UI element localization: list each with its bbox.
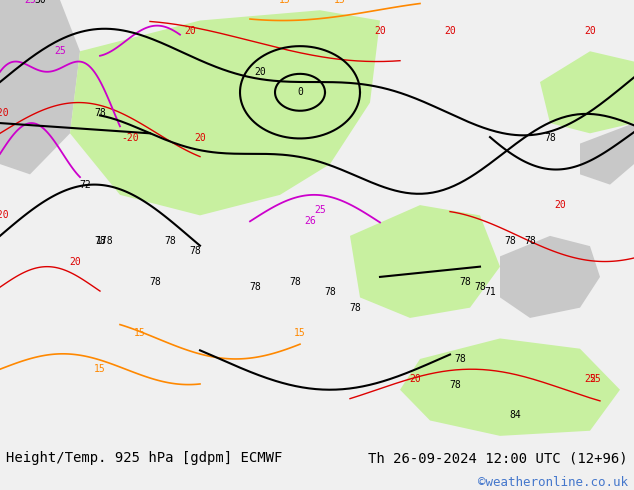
Text: Height/Temp. 925 hPa [gdpm] ECMWF: Height/Temp. 925 hPa [gdpm] ECMWF <box>6 451 283 465</box>
Text: 0: 0 <box>297 87 303 98</box>
Text: Th 26-09-2024 12:00 UTC (12+96): Th 26-09-2024 12:00 UTC (12+96) <box>368 451 628 465</box>
Text: 78: 78 <box>349 303 361 313</box>
Text: 20: 20 <box>184 26 196 36</box>
Text: 78: 78 <box>164 236 176 246</box>
Text: -20: -20 <box>0 210 9 221</box>
Text: 78: 78 <box>94 108 106 118</box>
Text: 26: 26 <box>304 216 316 225</box>
Text: 78: 78 <box>544 133 556 144</box>
Polygon shape <box>350 205 500 318</box>
Text: 15: 15 <box>94 364 106 374</box>
Text: 84: 84 <box>509 410 521 420</box>
Text: -20: -20 <box>121 133 139 144</box>
Text: -20: -20 <box>0 108 9 118</box>
Text: 25: 25 <box>54 46 66 56</box>
Text: 15: 15 <box>279 0 291 5</box>
Text: 20: 20 <box>254 67 266 77</box>
Text: 20: 20 <box>409 374 421 385</box>
Text: 78: 78 <box>289 277 301 287</box>
Text: 78: 78 <box>504 236 516 246</box>
Text: 15: 15 <box>134 328 146 338</box>
Polygon shape <box>0 0 80 174</box>
Text: 71: 71 <box>484 287 496 297</box>
Polygon shape <box>580 123 634 185</box>
Text: 78: 78 <box>454 354 466 364</box>
Text: 78: 78 <box>149 277 161 287</box>
Text: 20: 20 <box>194 133 206 144</box>
Text: 30: 30 <box>34 0 46 5</box>
Polygon shape <box>70 10 380 216</box>
Text: 15: 15 <box>294 328 306 338</box>
Text: 78: 78 <box>249 282 261 292</box>
Polygon shape <box>540 51 634 133</box>
Text: 20: 20 <box>444 26 456 36</box>
Text: 20: 20 <box>584 26 596 36</box>
Text: 78: 78 <box>524 236 536 246</box>
Text: 25: 25 <box>24 0 36 5</box>
Text: 25: 25 <box>584 374 596 385</box>
Text: 78: 78 <box>474 282 486 292</box>
Text: 20: 20 <box>554 200 566 210</box>
Polygon shape <box>400 339 620 436</box>
Text: ©weatheronline.co.uk: ©weatheronline.co.uk <box>477 476 628 489</box>
Text: 25: 25 <box>589 374 601 385</box>
Text: 25: 25 <box>314 205 326 215</box>
Text: 78: 78 <box>94 236 106 246</box>
Text: 78: 78 <box>324 287 336 297</box>
Text: 178: 178 <box>96 236 114 246</box>
Text: 20: 20 <box>69 257 81 267</box>
Text: 72: 72 <box>79 180 91 190</box>
Polygon shape <box>500 236 600 318</box>
Text: 20: 20 <box>374 26 386 36</box>
Text: 78: 78 <box>189 246 201 256</box>
Text: 78: 78 <box>449 380 461 390</box>
Text: 15: 15 <box>334 0 346 5</box>
Text: 78: 78 <box>459 277 471 287</box>
